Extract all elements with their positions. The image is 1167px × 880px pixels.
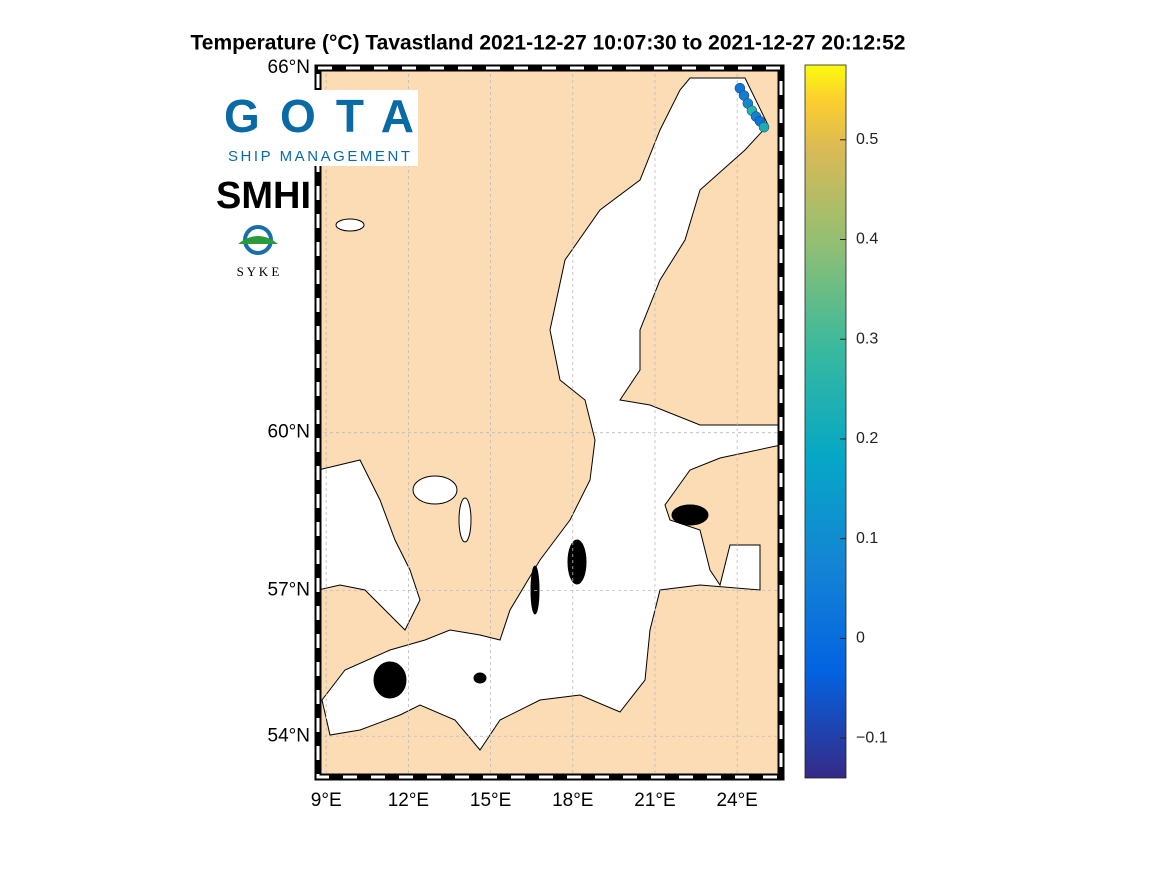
lake [458, 497, 472, 543]
x-tick-label: 9°E [311, 790, 342, 811]
track-point [758, 121, 770, 133]
x-tick-label: 18°E [552, 790, 593, 811]
colorbar-tick-label: 0.4 [856, 231, 878, 248]
y-tick-label: 54°N [268, 725, 310, 746]
x-tick-label: 21°E [634, 790, 675, 811]
colorbar-tick-label: 0 [856, 630, 865, 647]
colorbar-tick-label: 0.2 [856, 430, 878, 447]
x-tick-label: 15°E [470, 790, 511, 811]
lake [412, 475, 458, 505]
logo-syke-hill [238, 236, 278, 244]
colorbar-tick-label: 0.3 [856, 330, 878, 347]
x-tick-label: 24°E [716, 790, 757, 811]
island [671, 504, 709, 526]
island [373, 661, 407, 699]
frame-pattern [316, 66, 783, 779]
colorbar [804, 64, 847, 779]
logo-bg [222, 90, 418, 166]
lake [335, 218, 365, 232]
y-tick-label: 57°N [268, 580, 310, 601]
logo-syke: S Y K E [237, 264, 280, 279]
skagerrak [318, 459, 421, 631]
y-tick-label: 66°N [268, 57, 310, 78]
logo-smhi: SMHI [216, 175, 311, 217]
island [473, 672, 487, 684]
colorbar-tick-label: 0.5 [856, 131, 878, 148]
island [530, 565, 540, 615]
y-tick-label: 60°N [268, 422, 310, 443]
sea [318, 77, 781, 751]
colorbar-tick-label: 0.1 [856, 530, 878, 547]
x-tick-label: 12°E [388, 790, 429, 811]
title: Temperature (°C) Tavastland 2021-12-27 1… [191, 32, 906, 55]
island [567, 539, 587, 585]
logos: GOTA SHIP MANAGEMENT SMHI S Y K E [216, 90, 418, 279]
colorbar-tick-label: −0.1 [856, 729, 888, 746]
baltic-sea [321, 77, 781, 751]
islands [373, 504, 709, 699]
